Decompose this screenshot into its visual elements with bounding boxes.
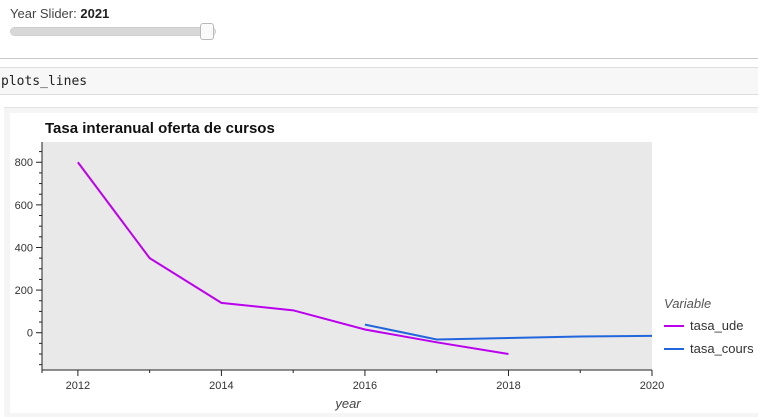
x-tick-label: 2014 [209, 380, 233, 392]
year-slider-fill [11, 28, 207, 35]
y-tick-label: 0 [27, 328, 33, 340]
y-tick-label: 800 [15, 157, 33, 169]
plot-area [42, 142, 652, 370]
year-slider-label-text: Year Slider: [10, 6, 77, 21]
legend-swatch-tasa-ude [664, 324, 684, 327]
x-tick-label: 2012 [66, 380, 90, 392]
series-line-tasa-cours[interactable] [364, 323, 653, 341]
legend-swatch-tasa-cours [664, 347, 684, 350]
legend-item-tasa-cours[interactable]: tasa_cours [664, 341, 754, 356]
chart-title: Tasa interanual oferta de cursos [45, 120, 275, 137]
x-tick-label: 2020 [640, 380, 664, 392]
code-cell[interactable]: plots_lines [0, 67, 758, 95]
legend-label-tasa-cours: tasa_cours [690, 341, 754, 356]
x-axis-label: year [334, 396, 361, 411]
legend-title: Variable [664, 296, 712, 311]
year-slider-value: 2021 [80, 6, 110, 21]
y-tick-label: 200 [15, 285, 33, 297]
year-slider[interactable] [10, 23, 216, 40]
code-cell-text: plots_lines [1, 74, 88, 89]
y-tick-label: 400 [15, 242, 33, 254]
x-tick-label: 2016 [353, 380, 377, 392]
legend-item-tasa-ude[interactable]: tasa_ude [664, 318, 744, 333]
year-slider-label: Year Slider: 2021 [10, 6, 109, 21]
y-tick-label: 600 [15, 200, 33, 212]
year-slider-handle[interactable] [199, 23, 214, 40]
legend-label-tasa-ude: tasa_ude [690, 318, 744, 333]
x-tick-label: 2018 [496, 380, 520, 392]
series-line-tasa-ude[interactable] [77, 161, 509, 356]
cell-divider [0, 58, 758, 59]
